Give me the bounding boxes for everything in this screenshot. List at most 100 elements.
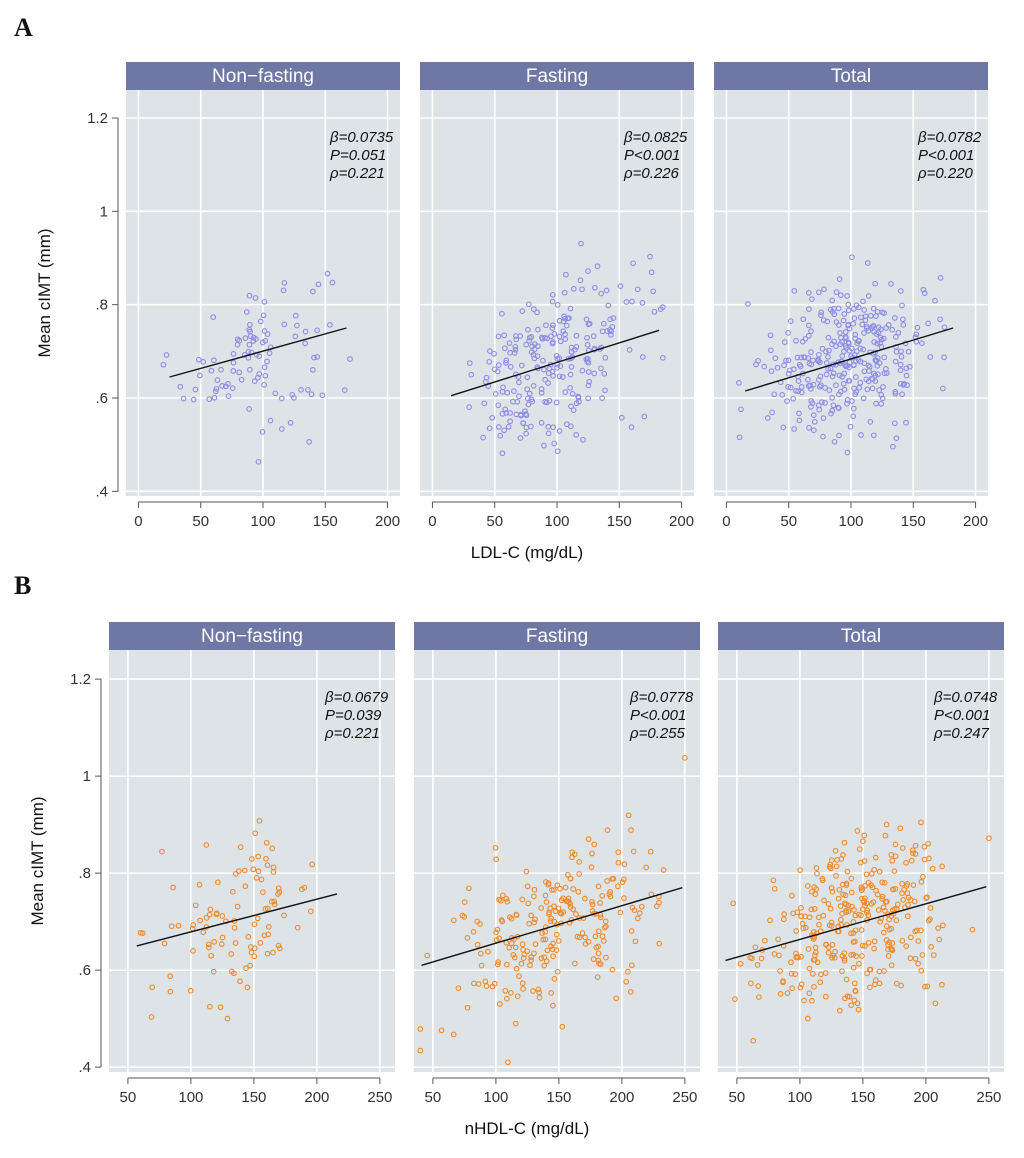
data-point: [495, 362, 502, 368]
x-axis: 50 100 150 200 250: [425, 1077, 697, 1106]
data-point: [625, 968, 631, 975]
data-point: [932, 1000, 939, 1007]
data-point: [505, 1059, 511, 1066]
data-point: [251, 378, 258, 385]
data-point: [528, 349, 535, 356]
data-point: [494, 961, 501, 968]
data-point: [450, 1031, 457, 1038]
data-point: [253, 874, 260, 881]
data-point: [615, 859, 622, 866]
data-point: [524, 883, 531, 890]
data-point: [927, 905, 934, 911]
data-point: [912, 928, 919, 935]
data-point: [261, 932, 268, 939]
data-point: [877, 334, 884, 341]
y-tick-label: 1.2: [87, 110, 108, 127]
data-point: [627, 989, 634, 995]
data-point: [821, 286, 827, 293]
data-point: [857, 859, 864, 866]
data-point: [939, 981, 945, 988]
data-point: [496, 1001, 503, 1007]
data-point: [839, 881, 846, 888]
data-point: [512, 1020, 519, 1027]
data-point: [852, 912, 859, 919]
data-point: [801, 997, 807, 1004]
data-point: [499, 450, 506, 457]
data-point: [798, 354, 805, 361]
stat-beta: β=0.0748: [933, 689, 998, 706]
data-point: [590, 956, 597, 962]
data-point: [629, 298, 635, 305]
data-point: [829, 888, 836, 895]
data-point: [470, 929, 477, 935]
data-point: [829, 297, 836, 304]
data-point: [560, 909, 566, 916]
data-point: [243, 965, 249, 972]
data-point: [846, 325, 853, 332]
data-point: [585, 938, 592, 945]
data-point: [573, 432, 580, 438]
data-point: [578, 240, 584, 247]
data-point: [200, 359, 207, 365]
data-point: [577, 277, 584, 284]
x-axis-title: nHDL-C (mg/dL): [465, 1119, 590, 1138]
data-point: [769, 409, 775, 416]
data-point: [841, 311, 848, 317]
data-point: [557, 885, 563, 892]
data-point: [502, 987, 509, 994]
data-point: [329, 279, 336, 286]
y-tick-label: .8: [95, 297, 108, 314]
data-point: [250, 866, 257, 873]
data-point: [271, 898, 278, 905]
regression-line: [169, 327, 347, 378]
panel-a-label: A: [14, 13, 33, 42]
data-point: [920, 873, 926, 880]
data-point: [750, 1037, 757, 1044]
data-point: [815, 377, 822, 383]
data-point: [813, 865, 820, 871]
data-point: [571, 346, 578, 353]
data-point: [550, 953, 556, 960]
data-point: [628, 962, 635, 969]
data-point: [492, 845, 499, 851]
data-point: [912, 842, 919, 849]
data-point: [844, 400, 850, 407]
data-point: [200, 929, 207, 936]
data-point: [792, 971, 799, 977]
data-point: [466, 360, 473, 366]
data-point: [522, 408, 528, 415]
data-point: [908, 857, 915, 864]
regression-line: [136, 893, 338, 947]
data-point: [548, 943, 554, 950]
data-point: [576, 398, 582, 405]
data-point: [919, 340, 925, 346]
data-point: [206, 396, 213, 403]
data-point: [904, 382, 910, 388]
data-point: [543, 899, 550, 905]
data-point: [231, 924, 238, 931]
data-point: [847, 423, 854, 430]
data-point: [584, 341, 591, 348]
y-tick-label: .8: [78, 865, 91, 882]
data-point: [867, 966, 874, 973]
data-point: [818, 971, 824, 978]
data-point: [568, 403, 574, 410]
y-tick-label: .4: [78, 1059, 91, 1076]
stat-rho: ρ=0.221: [324, 725, 380, 742]
data-point: [871, 328, 877, 335]
x-tick-label: 250: [367, 1089, 392, 1106]
data-point: [898, 288, 904, 294]
data-point: [864, 386, 871, 393]
data-point: [814, 870, 820, 877]
data-point: [505, 423, 512, 430]
data-point: [854, 1000, 861, 1007]
data-point: [875, 371, 881, 378]
data-point: [808, 906, 815, 913]
data-point: [498, 917, 505, 923]
data-point: [833, 289, 840, 295]
data-point: [256, 353, 263, 360]
data-point: [486, 425, 493, 432]
data-point: [531, 886, 538, 893]
data-point: [602, 387, 608, 394]
data-point: [758, 955, 765, 962]
